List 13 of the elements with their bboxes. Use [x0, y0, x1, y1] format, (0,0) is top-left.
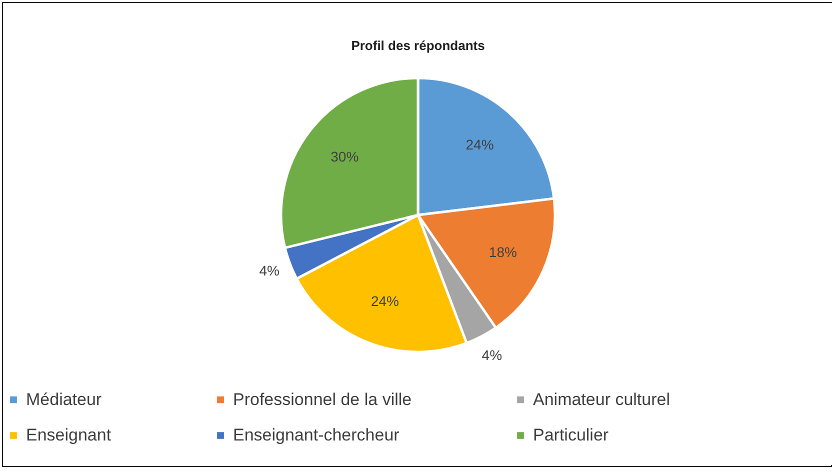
legend-label: Professionnel de la ville — [233, 390, 412, 409]
legend-label: Animateur culturel — [533, 390, 670, 409]
data-label: 4% — [482, 346, 502, 363]
legend-label: Enseignant — [26, 426, 112, 444]
legend-label: Particulier — [533, 426, 609, 444]
data-label: 24% — [466, 136, 494, 152]
legend-label: Médiateur — [26, 390, 102, 409]
data-label: 4% — [259, 262, 280, 278]
data-label: 30% — [330, 148, 359, 165]
data-label: 24% — [370, 293, 399, 310]
data-label: 18% — [488, 244, 517, 260]
legend-label: Enseignant-chercheur — [233, 426, 400, 444]
chart-title: Profil des répondants — [351, 38, 485, 53]
